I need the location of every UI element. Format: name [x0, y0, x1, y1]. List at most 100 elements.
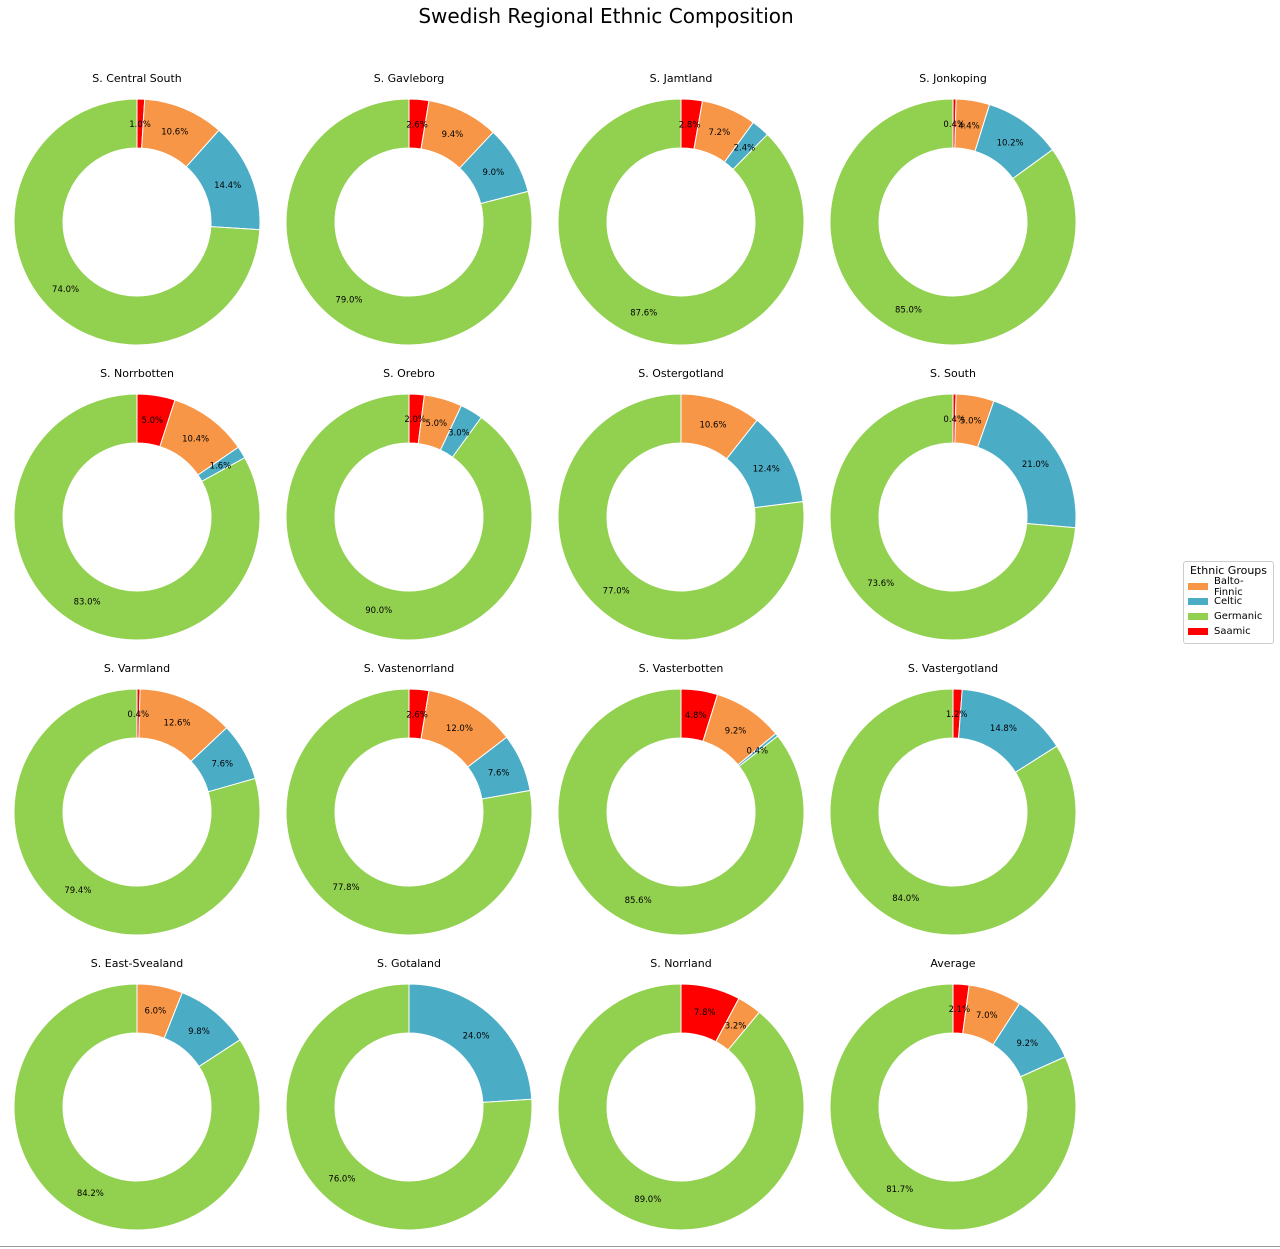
slice-percent-label: 9.8%: [188, 1027, 210, 1037]
slice-germanic: [557, 983, 805, 1231]
slice-percent-label: 10.2%: [997, 138, 1024, 148]
slice-percent-label: 5.0%: [426, 419, 448, 429]
legend-item-celtic: Celtic: [1188, 594, 1269, 609]
slice-percent-label: 2.0%: [404, 415, 426, 425]
donut-s-vastergotland: S. Vastergotland 1.2% 14.8% 84.0%: [829, 662, 1077, 936]
slice-germanic: [13, 688, 261, 936]
slice-germanic: [285, 688, 533, 936]
slice-percent-label: 1.2%: [946, 710, 968, 720]
slice-percent-label: 83.0%: [74, 597, 101, 607]
slice-percent-label: 7.6%: [211, 760, 233, 770]
slice-germanic: [285, 98, 533, 346]
slice-germanic: [829, 688, 1077, 936]
donut-s-vasterbotten: S. Vasterbotten 4.8% 9.2% 0.4% 85.6%: [557, 662, 805, 936]
slice-germanic: [829, 983, 1077, 1231]
slice-germanic: [557, 688, 805, 936]
slice-percent-label: 9.2%: [725, 727, 747, 737]
donut-s-south: S. South 0.4%5.0% 21.0% 73.6%: [829, 367, 1077, 641]
donut-title: S. Jonkoping: [919, 72, 987, 85]
legend-swatch: [1188, 598, 1208, 605]
donut-s-central-south: S. Central South 1.0% 10.6% 14.4% 74.0%: [13, 72, 261, 346]
slice-percent-label: 87.6%: [630, 309, 657, 319]
legend-label: Saamic: [1214, 626, 1251, 637]
slice-percent-label: 79.0%: [335, 295, 362, 305]
slice-germanic: [285, 393, 533, 641]
donut-s-gavleborg: S. Gavleborg 2.6% 9.4% 9.0% 79.0%: [285, 72, 533, 346]
slice-percent-label: 2.4%: [734, 143, 756, 153]
donut-s-ostergotland: S. Ostergotland 10.6% 12.4% 77.0%: [557, 367, 805, 641]
slice-percent-label: 77.0%: [603, 587, 630, 597]
slice-percent-label: 7.8%: [694, 1008, 716, 1018]
slice-percent-label: 9.4%: [442, 130, 464, 140]
slice-germanic: [13, 393, 261, 641]
slice-percent-label: 9.2%: [1017, 1039, 1039, 1049]
slice-percent-label: 85.0%: [895, 305, 922, 315]
slice-percent-label: 5.0%: [142, 416, 164, 426]
donut-s-norrland: S. Norrland 7.8% 3.2% 89.0%: [557, 957, 805, 1231]
donut-title: S. Vasterbotten: [639, 662, 724, 675]
legend: Ethnic Groups Balto-Finnic Celtic Germanic…: [1183, 561, 1274, 644]
donut-s-varmland: S. Varmland 0.4% 12.6% 7.6% 79.4%: [13, 662, 261, 936]
slice-percent-label: 0.4%: [943, 120, 965, 130]
slice-germanic: [829, 98, 1077, 346]
donut-title: S. Varmland: [104, 662, 170, 675]
bottom-divider: [0, 1246, 1280, 1247]
donut-title: S. East-Svealand: [91, 957, 183, 970]
slice-germanic: [557, 98, 805, 346]
donut-title: Average: [930, 957, 975, 970]
donut-title: S. Norrland: [650, 957, 712, 970]
slice-percent-label: 12.0%: [446, 724, 473, 734]
legend-item-balto-finnic: Balto-Finnic: [1188, 576, 1269, 598]
legend-swatch: [1188, 628, 1208, 635]
donut-title: S. Vastergotland: [908, 662, 998, 675]
donut-title: S. Norrbotten: [100, 367, 174, 380]
slice-percent-label: 1.0%: [129, 120, 151, 130]
donut-s-gotaland: S. Gotaland 24.0% 76.0%: [285, 957, 533, 1231]
chart-title: Swedish Regional Ethnic Composition: [418, 4, 794, 28]
slice-percent-label: 4.8%: [685, 711, 707, 721]
slice-percent-label: 76.0%: [328, 1174, 355, 1184]
legend-swatch: [1188, 613, 1208, 620]
slice-percent-label: 3.0%: [448, 429, 470, 439]
slice-germanic: [285, 983, 533, 1231]
legend-label: Germanic: [1214, 611, 1263, 622]
slice-percent-label: 7.6%: [488, 769, 510, 779]
slice-percent-label: 74.0%: [52, 285, 79, 295]
slice-percent-label: 81.7%: [886, 1185, 913, 1195]
slice-percent-label: 10.6%: [700, 420, 727, 430]
slice-percent-label: 7.2%: [709, 128, 731, 138]
slice-germanic: [557, 393, 805, 641]
donut-title: S. South: [930, 367, 976, 380]
donut-s-norrbotten: S. Norrbotten 5.0% 10.4% 1.6% 83.0%: [13, 367, 261, 641]
donut-s-orebro: S. Orebro 2.0% 5.0%3.0% 90.0%: [285, 367, 533, 641]
slice-percent-label: 85.6%: [625, 896, 652, 906]
donut-title: S. Orebro: [383, 367, 435, 380]
slice-percent-label: 2.6%: [406, 120, 428, 130]
slice-percent-label: 89.0%: [634, 1195, 661, 1205]
slice-percent-label: 2.8%: [679, 120, 701, 130]
slice-percent-label: 10.4%: [182, 434, 209, 444]
slice-percent-label: 12.4%: [753, 465, 780, 475]
slice-percent-label: 10.6%: [161, 128, 188, 138]
slice-percent-label: 7.0%: [976, 1011, 998, 1021]
slice-germanic: [13, 983, 261, 1231]
slice-percent-label: 73.6%: [867, 579, 894, 589]
legend-label: Celtic: [1214, 596, 1243, 607]
slice-percent-label: 77.8%: [333, 883, 360, 893]
donut-s-jamtland: S. Jamtland 2.8% 7.2%2.4% 87.6%: [557, 72, 805, 346]
donut-title: S. Gotaland: [377, 957, 441, 970]
legend-title: Ethnic Groups: [1189, 564, 1268, 577]
slice-percent-label: 24.0%: [463, 1032, 490, 1042]
slice-percent-label: 4.4%: [958, 121, 980, 131]
slice-percent-label: 14.8%: [990, 724, 1017, 734]
legend-swatch: [1188, 583, 1208, 590]
donut-title: S. Vastenorrland: [364, 662, 455, 675]
slice-percent-label: 2.6%: [406, 710, 428, 720]
slice-celtic: [408, 983, 533, 1103]
donut-title: S. Ostergotland: [638, 367, 724, 380]
slice-percent-label: 12.6%: [164, 719, 191, 729]
slice-percent-label: 0.4%: [127, 710, 149, 720]
legend-item-germanic: Germanic: [1188, 609, 1269, 624]
slice-percent-label: 9.0%: [483, 168, 505, 178]
